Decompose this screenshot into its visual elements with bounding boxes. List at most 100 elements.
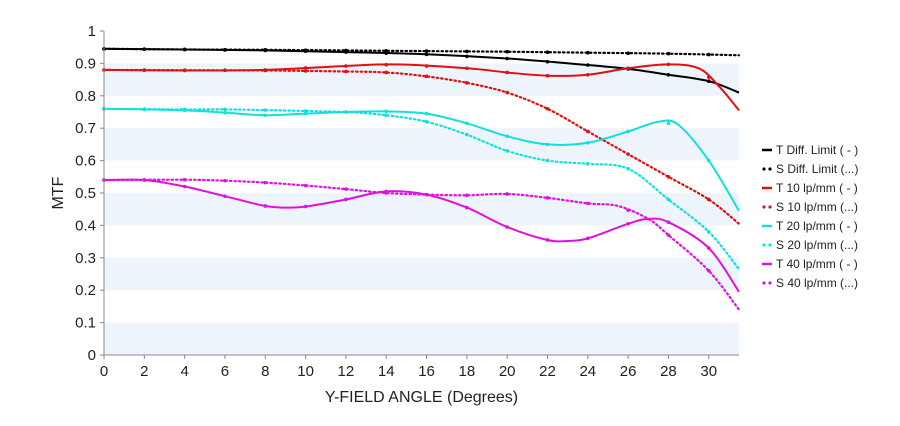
series-point bbox=[344, 187, 348, 191]
series-point bbox=[706, 75, 711, 79]
x-tick-label: 0 bbox=[100, 363, 108, 380]
series-point bbox=[384, 62, 389, 67]
series-point bbox=[706, 158, 711, 163]
series-point bbox=[424, 192, 429, 197]
series-point bbox=[706, 246, 711, 250]
series-point bbox=[666, 51, 671, 56]
series-point bbox=[626, 208, 630, 213]
series-point bbox=[465, 81, 469, 85]
series-point bbox=[223, 107, 227, 112]
series-point bbox=[626, 51, 630, 55]
legend-label: T 10 lp/mm ( - ) bbox=[776, 181, 858, 195]
y-tick-label: 0.2 bbox=[75, 282, 96, 299]
series-point bbox=[505, 225, 509, 229]
series-point bbox=[303, 66, 308, 70]
x-tick-label: 24 bbox=[579, 363, 596, 380]
legend-swatch bbox=[768, 281, 772, 285]
x-tick-label: 14 bbox=[378, 363, 395, 380]
x-tick-label: 22 bbox=[539, 363, 556, 380]
series-point bbox=[223, 194, 227, 199]
series-point bbox=[465, 205, 469, 210]
series-point bbox=[505, 56, 509, 61]
series-point bbox=[626, 152, 630, 156]
legend-label: S 20 lp/mm (...) bbox=[776, 238, 858, 252]
series-point bbox=[424, 52, 429, 57]
legend-swatch bbox=[768, 167, 772, 171]
series-point bbox=[223, 68, 227, 73]
series-point bbox=[545, 238, 550, 242]
x-tick-label: 16 bbox=[418, 363, 435, 380]
series-point bbox=[424, 74, 429, 79]
legend-swatch bbox=[762, 167, 766, 171]
series-point bbox=[545, 158, 550, 163]
legend-label: S 40 lp/mm (...) bbox=[776, 276, 858, 290]
x-tick-label: 10 bbox=[297, 363, 314, 380]
legend: T Diff. Limit ( - ) S Diff. Limit (...) T … bbox=[762, 143, 858, 290]
series-point bbox=[706, 268, 711, 273]
series-point bbox=[424, 119, 429, 124]
series-point bbox=[424, 49, 429, 53]
series-point bbox=[384, 109, 389, 114]
series-point bbox=[505, 49, 509, 54]
series-point bbox=[505, 134, 509, 139]
legend-label: T 40 lp/mm ( - ) bbox=[776, 257, 858, 271]
series-point bbox=[344, 48, 348, 53]
series-point bbox=[182, 177, 187, 182]
series-point bbox=[344, 110, 348, 114]
legend-swatch bbox=[762, 243, 766, 247]
series-line bbox=[102, 47, 741, 57]
series-point bbox=[263, 68, 268, 73]
series-point bbox=[182, 68, 187, 73]
series-point bbox=[142, 178, 147, 182]
series-point bbox=[545, 59, 550, 64]
y-tick-label: 0.3 bbox=[75, 250, 96, 267]
series-point bbox=[424, 64, 429, 68]
y-tick-label: 0 bbox=[88, 347, 96, 364]
y-axis-ticks: 0 0.1 0.2 0.3 0.4 0.5 0.6 0.7 0.8 0.9 1 bbox=[75, 23, 104, 364]
series-point bbox=[545, 106, 550, 111]
x-tick-label: 20 bbox=[499, 363, 516, 380]
series-point bbox=[586, 129, 590, 134]
series-point bbox=[303, 111, 308, 116]
legend-swatch bbox=[762, 205, 766, 209]
series-point bbox=[344, 197, 348, 202]
series-point bbox=[586, 72, 590, 77]
series-point bbox=[223, 110, 227, 115]
series-point bbox=[303, 48, 308, 52]
grid-band bbox=[104, 225, 739, 258]
x-axis-title: Y-FIELD ANGLE (Degrees) bbox=[325, 389, 518, 406]
series-point bbox=[384, 48, 389, 53]
grid-band bbox=[104, 322, 739, 355]
series-point bbox=[586, 201, 590, 206]
y-tick-label: 0.5 bbox=[75, 185, 96, 202]
legend-swatch bbox=[762, 281, 766, 285]
series-point bbox=[586, 50, 590, 55]
x-tick-label: 4 bbox=[180, 363, 188, 380]
series-point bbox=[505, 70, 509, 75]
series-point bbox=[666, 175, 671, 179]
series-point bbox=[465, 121, 469, 126]
legend-swatch bbox=[768, 243, 772, 247]
series-point bbox=[666, 72, 671, 77]
grid-band bbox=[104, 193, 739, 226]
x-tick-label: 6 bbox=[221, 363, 229, 380]
series-point bbox=[384, 191, 389, 195]
series-point bbox=[586, 162, 590, 166]
grid-band bbox=[104, 63, 739, 96]
series-point bbox=[706, 230, 711, 234]
x-tick-label: 18 bbox=[459, 363, 476, 380]
legend-label: T Diff. Limit ( - ) bbox=[776, 143, 858, 157]
legend-label: T 20 lp/mm ( - ) bbox=[776, 219, 858, 233]
x-tick-label: 8 bbox=[261, 363, 269, 380]
y-tick-label: 0.6 bbox=[75, 153, 96, 170]
y-tick-label: 0.1 bbox=[75, 315, 96, 332]
series-point bbox=[706, 79, 711, 84]
series-point bbox=[465, 66, 469, 71]
series-point bbox=[626, 221, 630, 226]
y-tick-label: 0.7 bbox=[75, 120, 96, 137]
series-point bbox=[626, 66, 630, 71]
series-point bbox=[142, 68, 147, 72]
series-point bbox=[263, 47, 268, 52]
series-point bbox=[142, 107, 147, 111]
series-point bbox=[263, 204, 268, 208]
